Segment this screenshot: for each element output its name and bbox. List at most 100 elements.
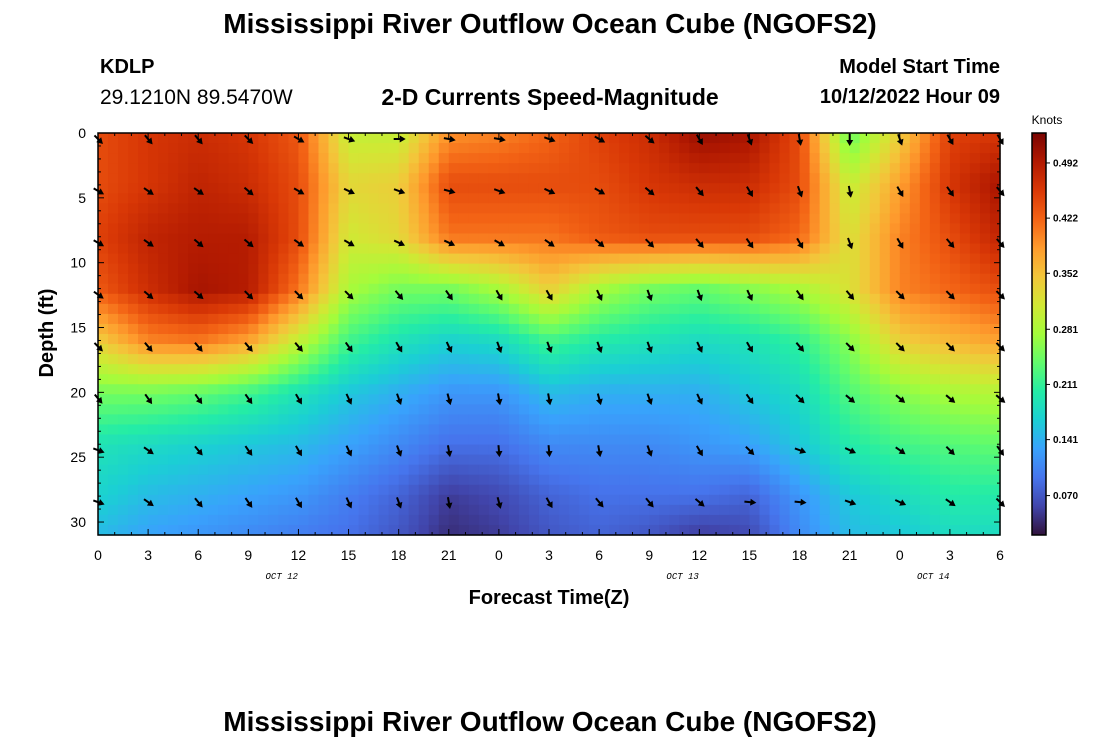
heatmap-cell — [498, 203, 510, 214]
heatmap-cell — [468, 524, 480, 536]
heatmap-cell — [709, 454, 720, 466]
heatmap-cell — [919, 213, 931, 225]
heatmap-cell — [238, 384, 249, 395]
heatmap-cell — [258, 273, 269, 285]
heatmap-cell — [679, 364, 690, 375]
heatmap-cell — [378, 494, 390, 506]
heatmap-cell — [919, 484, 931, 496]
heatmap-cell — [899, 253, 911, 265]
heatmap-cell — [248, 163, 259, 174]
heatmap-cell — [178, 504, 189, 516]
heatmap-cell — [569, 524, 580, 536]
heatmap-cell — [649, 133, 660, 144]
heatmap-cell — [699, 334, 710, 345]
heatmap-cell — [328, 344, 340, 355]
heatmap-cell — [218, 153, 229, 164]
heatmap-cell — [538, 293, 550, 305]
heatmap-cell — [518, 313, 530, 325]
heatmap-cell — [288, 344, 300, 355]
heatmap-cell — [518, 323, 530, 335]
heatmap-cell — [789, 424, 801, 436]
heatmap-cell — [98, 344, 109, 355]
heatmap-cell — [508, 454, 520, 466]
heatmap-cell — [318, 153, 330, 164]
heatmap-cell — [759, 444, 771, 456]
heatmap-cell — [939, 323, 951, 335]
heatmap-cell — [639, 293, 650, 305]
heatmap-cell — [769, 404, 781, 415]
heatmap-cell — [919, 303, 931, 315]
heatmap-cell — [649, 323, 660, 335]
heatmap-cell — [959, 384, 971, 395]
heatmap-cell — [709, 253, 720, 265]
heatmap-cell — [518, 514, 530, 526]
heatmap-cell — [228, 404, 239, 415]
heatmap-cell — [438, 404, 450, 415]
heatmap-cell — [278, 484, 290, 496]
heatmap-cell — [679, 424, 690, 436]
heatmap-cell — [869, 303, 881, 315]
heatmap-cell — [408, 263, 420, 275]
heatmap-cell — [228, 364, 239, 375]
heatmap-cell — [368, 183, 380, 194]
heatmap-cell — [849, 454, 861, 466]
heatmap-cell — [909, 424, 921, 436]
heatmap-cell — [869, 253, 881, 265]
heatmap-cell — [98, 263, 109, 275]
heatmap-cell — [148, 213, 159, 225]
heatmap-cell — [458, 514, 470, 526]
heatmap-cell — [208, 273, 219, 285]
heatmap-cell — [368, 444, 380, 456]
heatmap-cell — [538, 474, 550, 486]
heatmap-cell — [128, 163, 139, 174]
heatmap-cell — [559, 273, 570, 285]
heatmap-cell — [528, 323, 540, 335]
heatmap-cell — [589, 514, 600, 526]
heatmap-cell — [288, 173, 300, 184]
heatmap-cell — [448, 334, 460, 345]
heatmap-cell — [488, 354, 500, 365]
heatmap-cell — [669, 313, 680, 325]
heatmap-cell — [809, 404, 821, 415]
heatmap-cell — [208, 213, 219, 225]
heatmap-cell — [318, 243, 330, 255]
heatmap-cell — [438, 323, 450, 335]
heatmap-cell — [118, 213, 129, 225]
heatmap-cell — [538, 243, 550, 255]
heatmap-cell — [749, 323, 761, 335]
heatmap-cell — [619, 223, 630, 235]
heatmap-cell — [759, 253, 771, 265]
heatmap-cell — [569, 203, 580, 214]
heatmap-cell — [959, 133, 971, 144]
heatmap-cell — [629, 133, 640, 144]
heatmap-cell — [559, 374, 570, 385]
heatmap-cell — [579, 424, 590, 436]
heatmap-cell — [328, 173, 340, 184]
heatmap-cell — [619, 273, 630, 285]
heatmap-cell — [158, 484, 169, 496]
heatmap-cell — [749, 213, 761, 225]
heatmap-cell — [769, 193, 781, 204]
heatmap-cell — [198, 334, 209, 345]
heatmap-cell — [569, 424, 580, 436]
heatmap-cell — [108, 474, 119, 486]
heatmap-cell — [979, 273, 991, 285]
heatmap-cell — [779, 524, 791, 536]
heatmap-cell — [969, 173, 981, 184]
heatmap-cell — [258, 153, 269, 164]
heatmap-cell — [629, 404, 640, 415]
heatmap-cell — [899, 404, 911, 415]
heatmap-cell — [949, 364, 961, 375]
heatmap-cell — [689, 334, 700, 345]
heatmap-cell — [619, 253, 630, 265]
heatmap-cell — [879, 444, 891, 456]
heatmap-cell — [829, 394, 841, 405]
heatmap-cell — [699, 474, 710, 486]
heatmap-cell — [318, 344, 330, 355]
heatmap-cell — [979, 293, 991, 305]
heatmap-cell — [879, 303, 891, 315]
heatmap-cell — [158, 133, 169, 144]
heatmap-cell — [418, 273, 430, 285]
current-arrow — [696, 341, 703, 353]
heatmap-cell — [538, 143, 550, 154]
